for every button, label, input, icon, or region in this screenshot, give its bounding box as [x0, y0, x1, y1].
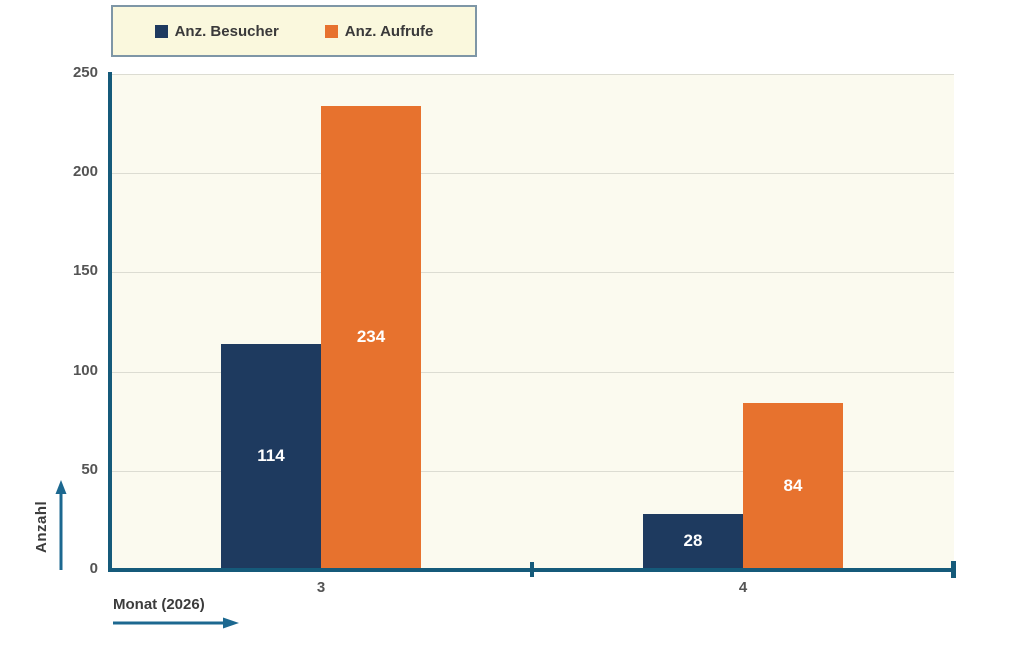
bar-value-label: 28	[683, 531, 703, 550]
gridline	[110, 74, 954, 75]
gridline	[110, 372, 954, 373]
legend-item: Anz. Aufrufe	[324, 22, 434, 40]
x-axis-tick	[530, 562, 534, 577]
y-tick-label: 250	[72, 64, 98, 81]
x-tick-label: 4	[738, 579, 748, 596]
up-arrow-icon	[55, 480, 67, 570]
bar-value-label: 234	[356, 327, 386, 346]
y-tick-label: 200	[72, 163, 98, 180]
bar-value-label: 84	[783, 476, 803, 495]
chart-legend: Anz. Besucher Anz. Aufrufe	[111, 5, 477, 57]
x-tick-label: 3	[316, 579, 326, 596]
gridline	[110, 173, 954, 174]
bar-value-label: 114	[257, 446, 285, 465]
bar-anz-besucher-3	[221, 344, 321, 570]
y-tick-label: 50	[81, 461, 98, 478]
legend-label: Anz. Besucher	[174, 22, 279, 40]
x-axis-title: Monat (2026)	[113, 596, 205, 613]
y-axis-title: Anzahl	[33, 500, 50, 554]
y-tick-label: 150	[72, 262, 98, 279]
gridline	[110, 272, 954, 273]
y-axis-line	[108, 72, 112, 572]
bar-anz-aufrufe-3	[321, 106, 421, 570]
bar-anz-besucher-4	[643, 514, 743, 570]
legend-item: Anz. Besucher	[154, 22, 279, 40]
right-arrow-icon	[113, 617, 239, 629]
y-tick-label: 0	[89, 560, 98, 577]
legend-swatch	[324, 24, 338, 38]
gridline	[110, 471, 954, 472]
bar-anz-aufrufe-4	[743, 403, 843, 570]
legend-swatch	[154, 24, 168, 38]
y-tick-label: 100	[72, 362, 98, 379]
x-axis-end-cap	[951, 561, 956, 578]
legend-label: Anz. Aufrufe	[344, 22, 434, 40]
